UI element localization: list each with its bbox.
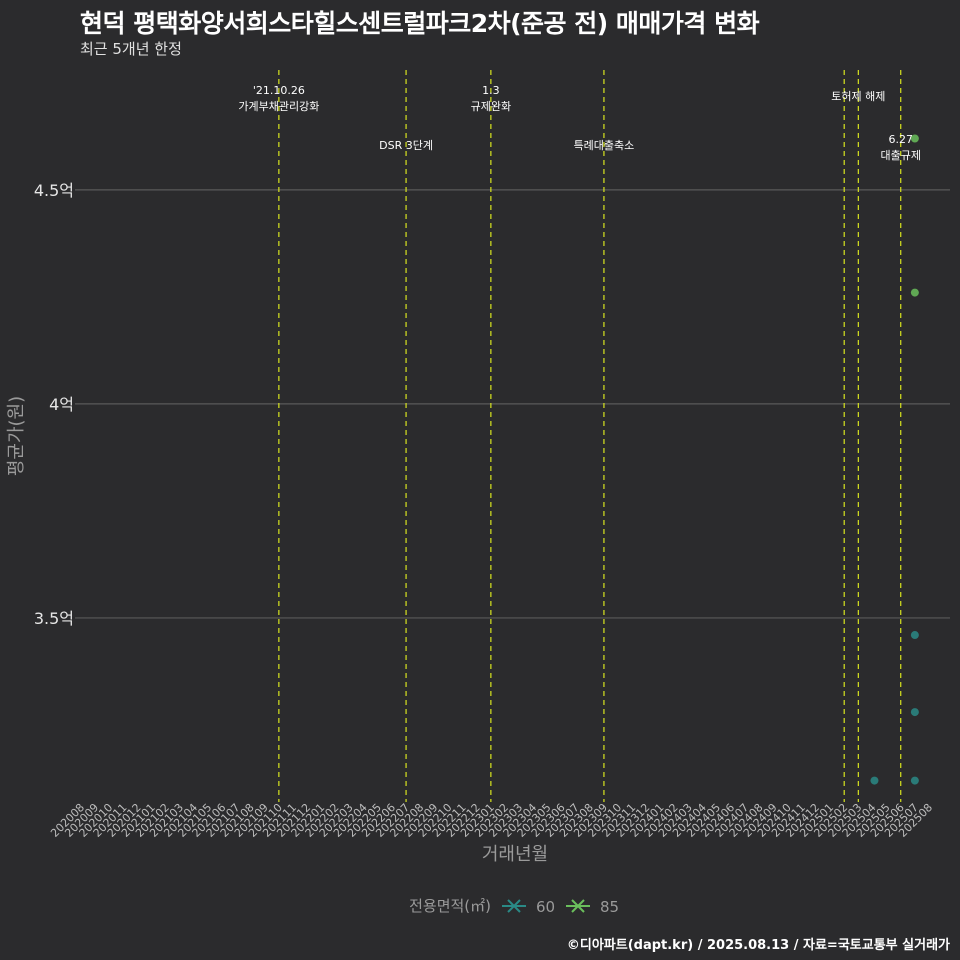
event-label: 대출규제	[880, 149, 920, 162]
event-label: DSR 3단계	[379, 139, 433, 152]
event-label: 6.27	[888, 133, 913, 146]
data-point-60sqm	[910, 776, 919, 785]
event-label: 가계부채관리강화	[238, 100, 319, 113]
y-tick-label: 3.5억	[34, 609, 74, 628]
data-point-60sqm	[910, 631, 919, 640]
y-tick-label: 4.5억	[34, 181, 74, 200]
chart-title: 현덕 평택화양서희스타힐스센트럴파크2차(준공 전) 매매가격 변화	[80, 9, 760, 38]
data-point-60sqm	[910, 708, 919, 717]
event-label: '21.10.26	[253, 84, 305, 97]
y-tick-label: 4억	[49, 395, 74, 414]
event-label: 토허제 해제	[831, 89, 885, 103]
legend-marker-85	[571, 899, 585, 913]
y-axis-title: 평균가(원)	[6, 396, 27, 476]
x-axis-title: 거래년월	[482, 844, 548, 865]
event-label: 특례대출축소	[574, 139, 635, 152]
data-point-85sqm	[910, 288, 919, 297]
legend-title: 전용면적(㎡)	[409, 897, 491, 915]
chart-subtitle: 최근 5개년 한정	[80, 40, 182, 58]
data-point-60sqm	[870, 776, 879, 785]
event-label: 규제완화	[471, 100, 511, 113]
data-point-85sqm	[910, 134, 919, 143]
legend-label-60: 60	[536, 898, 555, 916]
source-caption: ©디아파트(dapt.kr) / 2025.08.13 / 자료=국토교통부 실…	[566, 938, 950, 953]
event-label: 1.3	[482, 84, 500, 97]
legend-label-85: 85	[600, 898, 619, 916]
legend-marker-60	[507, 899, 521, 913]
